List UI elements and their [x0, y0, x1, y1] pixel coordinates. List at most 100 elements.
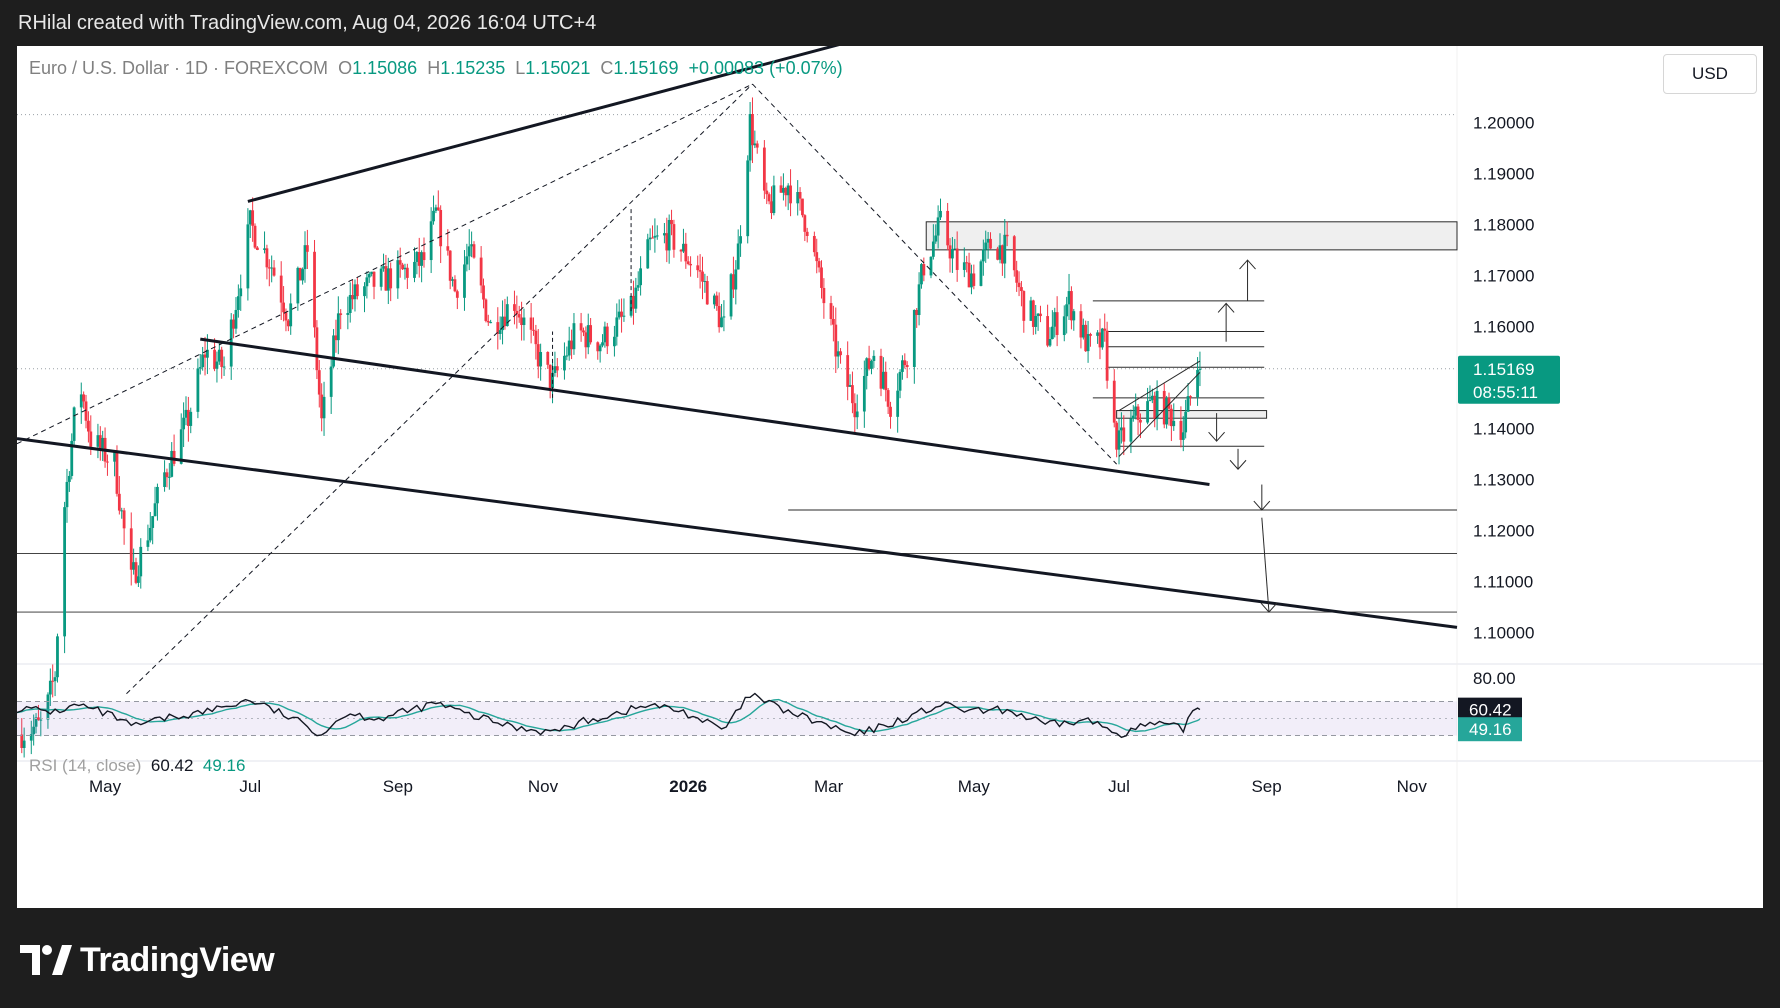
candle-body: [717, 305, 721, 328]
candle-body: [1134, 406, 1138, 416]
candle-body: [563, 355, 566, 371]
candle-body: [317, 370, 321, 395]
candle-body: [986, 238, 990, 243]
candle-body: [846, 355, 850, 387]
candle-body: [1031, 300, 1035, 327]
tradingview-logo[interactable]: TradingView: [20, 938, 275, 982]
rsi-value: 60.42: [150, 756, 194, 775]
candle-body: [634, 287, 638, 309]
candle-body: [367, 274, 371, 278]
candle-body: [965, 262, 969, 264]
candle-body: [1196, 369, 1199, 398]
price-tick-label: 1.14000: [1473, 419, 1534, 438]
rsi-label[interactable]: RSI (14, close): [29, 756, 142, 775]
upper-trendline: [247, 46, 840, 203]
candle-body: [172, 450, 176, 464]
candle-body: [715, 295, 719, 306]
candle-body: [146, 540, 150, 547]
candle-body: [1096, 332, 1099, 336]
candle-body: [670, 219, 673, 225]
candle-body: [1022, 291, 1026, 321]
candle-body: [67, 475, 71, 482]
rsi-ma-badge-label: 49.16: [1469, 720, 1512, 739]
candle-body: [572, 323, 576, 350]
rsi-ma-line: [17, 698, 1201, 733]
candle-body: [820, 267, 823, 288]
candle-body: [1015, 270, 1019, 283]
target-down-arrow-4: [1261, 517, 1270, 613]
target-up-arrow-2-head: [1239, 259, 1256, 270]
candle-body: [98, 435, 102, 449]
candle-body: [636, 285, 640, 288]
time-tick-label: Nov: [528, 777, 559, 796]
candle-body: [951, 249, 954, 259]
price-tick-label: 1.17000: [1473, 266, 1534, 285]
price-tick-label: 1.12000: [1473, 521, 1534, 540]
candle-body: [270, 267, 274, 269]
channel-lower: [1118, 371, 1201, 457]
candle-body: [501, 316, 504, 331]
candle-body: [1189, 396, 1192, 398]
candle-body: [1050, 326, 1054, 340]
candle-body: [848, 385, 852, 387]
candle-body: [48, 680, 52, 695]
candle-body: [696, 265, 700, 271]
candle-body: [82, 394, 86, 402]
candle-body: [901, 360, 904, 372]
candle-body: [822, 287, 826, 304]
candle-body: [648, 237, 652, 240]
chart-panel[interactable]: 1.20000 1.19000 1.18000 1.17000 1.16000 1.140…: [17, 46, 1763, 908]
last-price-badge[interactable]: [1458, 355, 1560, 404]
candle-body: [117, 493, 121, 511]
candle-body: [386, 268, 390, 291]
candle-body: [101, 437, 105, 449]
candle-body: [722, 316, 726, 318]
candle-body: [865, 358, 869, 376]
candle-body: [629, 295, 633, 316]
rsi-tick-label: 80.00: [1473, 669, 1516, 688]
candle-body: [303, 245, 307, 270]
candle-body: [1046, 316, 1050, 346]
candle-body: [831, 318, 835, 325]
candle-body: [153, 503, 157, 517]
candle-body: [422, 252, 426, 261]
candle-body: [382, 266, 385, 269]
time-tick-label: Sep: [383, 777, 413, 796]
candle-body: [584, 332, 588, 348]
candle-body: [56, 636, 59, 678]
candle-body: [1012, 236, 1016, 271]
rsi-ma-badge: [1458, 717, 1522, 742]
candle-body: [1115, 422, 1119, 450]
candle-body: [329, 366, 333, 397]
candle-body: [1172, 420, 1176, 427]
candle-body: [851, 385, 854, 404]
chart-canvas[interactable]: 1.20000 1.19000 1.18000 1.17000 1.16000 1.140…: [17, 46, 1763, 908]
candle-body: [579, 323, 583, 331]
candle-body: [839, 351, 842, 356]
candle-body: [248, 210, 252, 225]
candle-body: [762, 147, 766, 191]
candle-body: [489, 322, 493, 324]
candle-body: [667, 219, 671, 251]
candle-body: [37, 717, 40, 720]
candle-body: [453, 279, 457, 292]
candle-body: [729, 274, 733, 317]
candle-body: [372, 271, 376, 287]
candle-body: [1079, 311, 1083, 338]
candle-body: [165, 472, 169, 478]
candle-body: [682, 243, 685, 252]
candle-body: [132, 562, 136, 570]
dashed-fan-line-2: [126, 83, 753, 695]
symbol-name[interactable]: Euro / U.S. Dollar · 1D · FOREXCOM: [29, 58, 329, 78]
tradingview-logo-icon: [20, 945, 72, 975]
tradingview-logo-text: TradingView: [80, 940, 275, 979]
currency-button[interactable]: USD: [1663, 54, 1757, 94]
candle-body: [1098, 332, 1102, 348]
candle-body: [1036, 313, 1040, 316]
candle-body: [815, 252, 819, 262]
candle-body: [565, 355, 569, 357]
target-up-arrow-1-head: [1217, 302, 1235, 313]
candle-body: [632, 295, 635, 309]
candle-body: [936, 217, 940, 236]
candle-body: [620, 311, 623, 317]
